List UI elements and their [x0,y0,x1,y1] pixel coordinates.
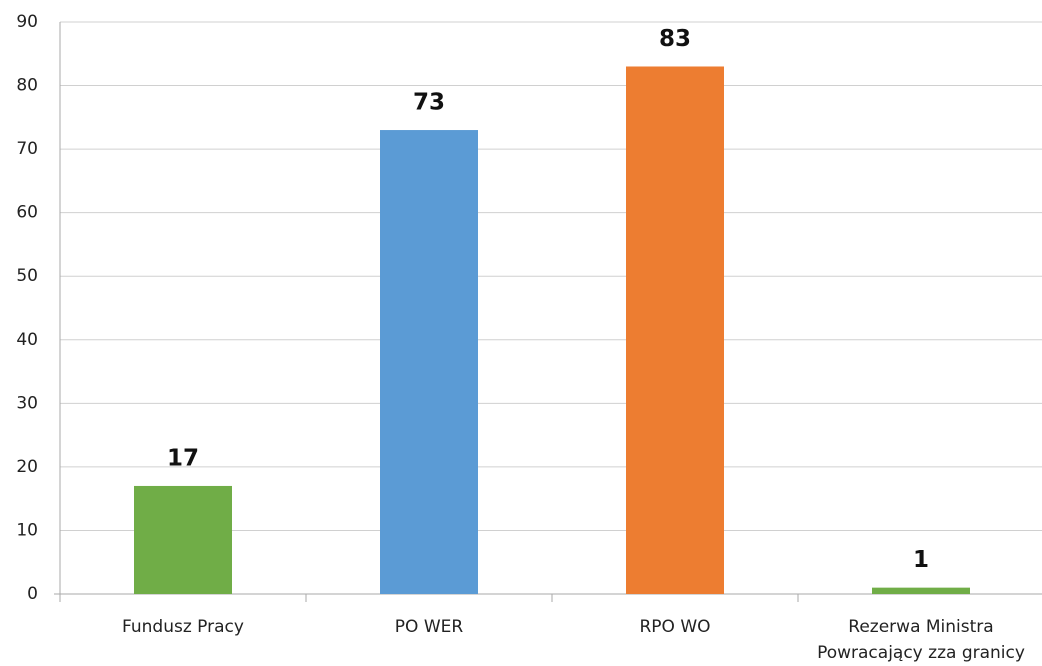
y-tick-label: 80 [16,76,38,96]
y-tick-label: 70 [16,139,38,159]
y-tick-label: 50 [16,266,38,286]
y-tick-label: 0 [27,584,38,604]
value-label: 1 [913,547,929,573]
y-tick-label: 30 [16,393,38,413]
value-label: 73 [413,90,445,116]
x-tick-label: Fundusz Pracy [122,617,244,637]
y-tick-label: 10 [16,520,38,540]
value-label: 17 [167,445,199,471]
bar [134,485,232,594]
y-tick-label: 20 [16,457,38,477]
x-tick-label: Rezerwa Ministra Powracający zza granicy [817,617,1025,663]
y-tick-label: 60 [16,203,38,223]
y-tick-label: 40 [16,330,38,350]
bar [380,130,478,595]
bar [872,587,970,594]
bar [626,66,724,594]
value-label: 83 [659,26,691,52]
y-tick-label: 90 [16,12,38,32]
x-tick-label: RPO WO [639,617,711,637]
x-tick-label: PO WER [394,617,464,637]
